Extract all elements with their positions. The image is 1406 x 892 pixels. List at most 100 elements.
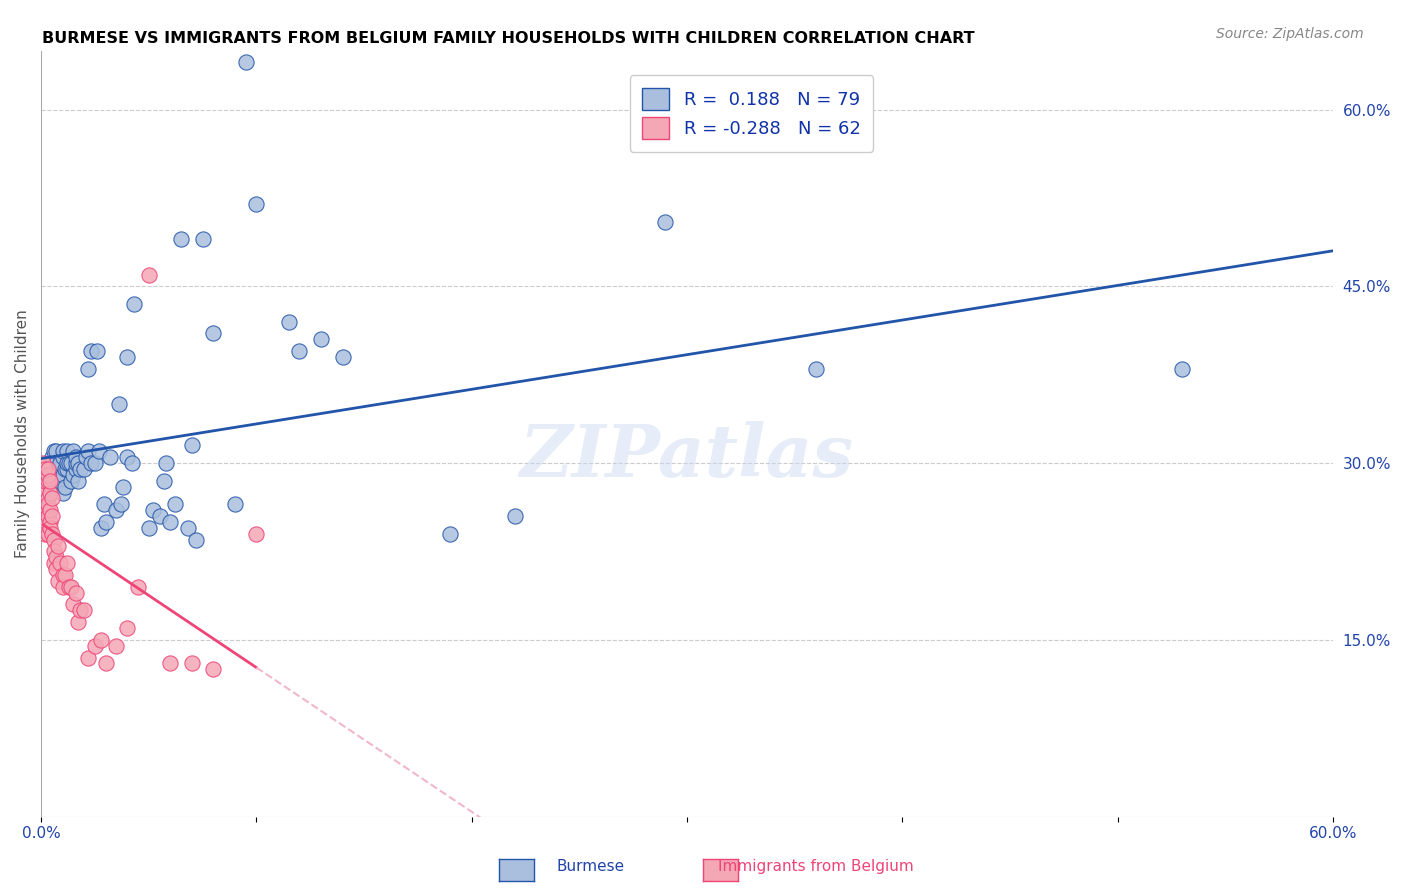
Point bbox=[52, 568, 75, 582]
Point bbox=[37, 467, 59, 482]
Text: Burmese: Burmese bbox=[557, 859, 624, 874]
Point bbox=[94, 657, 117, 671]
Point bbox=[34, 474, 56, 488]
Point bbox=[66, 456, 89, 470]
Point bbox=[34, 485, 56, 500]
Point bbox=[73, 462, 96, 476]
Point bbox=[142, 503, 165, 517]
Point bbox=[58, 456, 80, 470]
Point bbox=[37, 474, 59, 488]
Point bbox=[75, 450, 97, 465]
Point bbox=[69, 603, 91, 617]
Point bbox=[53, 462, 76, 476]
Point bbox=[45, 444, 67, 458]
Point bbox=[53, 480, 76, 494]
Point bbox=[121, 456, 143, 470]
Point bbox=[127, 580, 149, 594]
Point bbox=[77, 361, 100, 376]
Point bbox=[38, 515, 60, 529]
Point bbox=[41, 509, 63, 524]
Point bbox=[98, 450, 121, 465]
Point bbox=[42, 444, 65, 458]
Point bbox=[32, 456, 55, 470]
Point bbox=[202, 662, 225, 676]
Point bbox=[65, 456, 87, 470]
Text: BURMESE VS IMMIGRANTS FROM BELGIUM FAMILY HOUSEHOLDS WITH CHILDREN CORRELATION C: BURMESE VS IMMIGRANTS FROM BELGIUM FAMIL… bbox=[42, 31, 974, 46]
Point bbox=[66, 474, 89, 488]
Point bbox=[41, 462, 63, 476]
Point bbox=[288, 344, 311, 359]
Point bbox=[115, 621, 138, 635]
Point bbox=[65, 450, 87, 465]
Point bbox=[115, 450, 138, 465]
Point bbox=[45, 467, 67, 482]
Point bbox=[138, 521, 160, 535]
Point bbox=[65, 462, 87, 476]
Point bbox=[122, 297, 145, 311]
Point bbox=[62, 598, 84, 612]
Point bbox=[84, 639, 107, 653]
Point bbox=[58, 580, 80, 594]
Point bbox=[155, 456, 177, 470]
Text: Source: ZipAtlas.com: Source: ZipAtlas.com bbox=[1216, 27, 1364, 41]
Point bbox=[46, 474, 69, 488]
Point bbox=[53, 568, 76, 582]
Point bbox=[90, 521, 112, 535]
Point bbox=[32, 503, 55, 517]
Legend: R =  0.188   N = 79, R = -0.288   N = 62: R = 0.188 N = 79, R = -0.288 N = 62 bbox=[630, 75, 873, 152]
Point bbox=[191, 232, 214, 246]
Point bbox=[184, 533, 207, 547]
Point bbox=[46, 539, 69, 553]
Point bbox=[84, 456, 107, 470]
Point bbox=[148, 509, 170, 524]
Point bbox=[49, 456, 72, 470]
Point bbox=[654, 214, 676, 228]
Point bbox=[32, 485, 55, 500]
Point bbox=[41, 526, 63, 541]
Point bbox=[176, 521, 198, 535]
Point bbox=[93, 497, 115, 511]
Point bbox=[52, 467, 75, 482]
Point bbox=[159, 657, 181, 671]
Point bbox=[60, 456, 83, 470]
Point bbox=[49, 556, 72, 570]
Point bbox=[46, 574, 69, 588]
Point bbox=[86, 344, 108, 359]
Point bbox=[65, 585, 87, 599]
Point bbox=[37, 491, 59, 506]
Point bbox=[804, 361, 827, 376]
Point bbox=[73, 603, 96, 617]
Point bbox=[60, 474, 83, 488]
Point bbox=[42, 480, 65, 494]
Point bbox=[105, 639, 128, 653]
Point bbox=[37, 509, 59, 524]
Point bbox=[41, 474, 63, 488]
Point bbox=[52, 580, 75, 594]
Point bbox=[34, 474, 56, 488]
Point bbox=[77, 444, 100, 458]
Point bbox=[245, 526, 267, 541]
Point bbox=[153, 474, 176, 488]
Point bbox=[34, 491, 56, 506]
Point bbox=[34, 462, 56, 476]
Point bbox=[60, 580, 83, 594]
Point bbox=[46, 462, 69, 476]
Point bbox=[1171, 361, 1194, 376]
Point bbox=[56, 556, 79, 570]
Point bbox=[37, 462, 59, 476]
Point bbox=[115, 350, 138, 364]
Point bbox=[37, 503, 59, 517]
Point bbox=[111, 480, 134, 494]
Point bbox=[180, 438, 202, 452]
Point bbox=[38, 503, 60, 517]
Point bbox=[89, 444, 111, 458]
Point bbox=[52, 444, 75, 458]
Point bbox=[34, 526, 56, 541]
Point bbox=[277, 315, 299, 329]
Point bbox=[94, 515, 117, 529]
Point bbox=[49, 474, 72, 488]
Point bbox=[56, 462, 79, 476]
Point bbox=[180, 657, 202, 671]
Point bbox=[503, 509, 526, 524]
Point bbox=[69, 462, 91, 476]
